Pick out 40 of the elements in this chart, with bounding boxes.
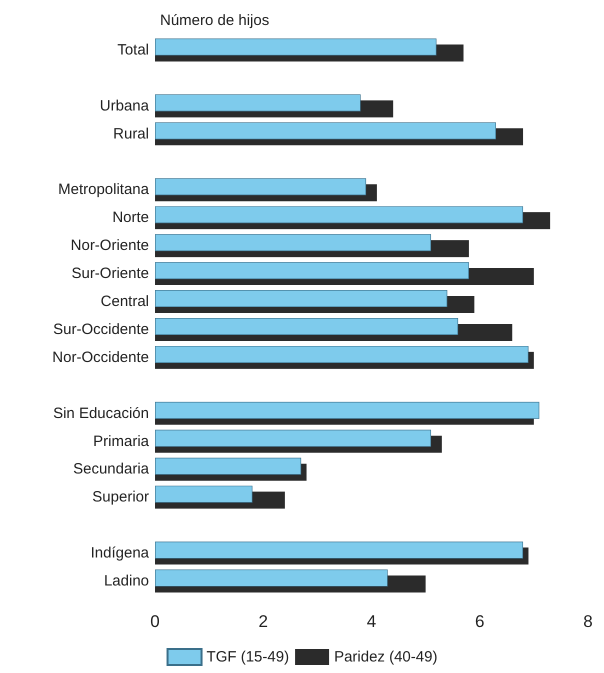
bar	[155, 570, 388, 587]
y-tick-label: Nor-Oriente	[70, 237, 149, 254]
y-tick-label: Sur-Oriente	[71, 265, 149, 282]
legend-label: TGF (15-49)	[206, 648, 290, 666]
y-tick-label: Total	[117, 41, 149, 58]
y-tick-label: Sur-Occidente	[53, 320, 149, 338]
bar	[155, 318, 458, 335]
x-tick-label: 4	[366, 612, 376, 631]
y-tick-label: Nor-Occidente	[52, 348, 149, 366]
chart-title: Número de hijos	[160, 12, 270, 29]
bar	[155, 458, 302, 475]
bar	[155, 290, 448, 308]
y-tick-label: Central	[100, 293, 149, 310]
bar	[155, 122, 496, 140]
bar	[155, 402, 540, 419]
y-tick-label: Metropolitana	[58, 181, 150, 198]
bar	[155, 94, 361, 112]
bar	[155, 234, 432, 252]
bar	[155, 430, 432, 447]
bar	[155, 178, 366, 196]
x-tick-label: 0	[150, 612, 160, 631]
y-tick-label: Ladino	[104, 572, 149, 590]
y-tick-label: Superior	[92, 488, 149, 506]
bar	[155, 346, 528, 363]
legend-label: Paridez (40-49)	[334, 648, 438, 666]
y-tick-label: Urbana	[100, 97, 150, 114]
bar	[155, 38, 436, 56]
y-tick-label: Sin Educación	[53, 404, 149, 422]
y-tick-label: Secundaria	[73, 460, 150, 478]
y-tick-label: Indígena	[90, 544, 150, 562]
bar	[155, 262, 469, 280]
x-tick-label: 6	[475, 612, 484, 631]
x-tick-label: 2	[258, 612, 268, 631]
y-tick-label: Primaria	[93, 432, 150, 450]
y-tick-label: Norte	[112, 209, 149, 226]
bar	[155, 206, 524, 224]
y-tick-label: Rural	[113, 125, 149, 142]
bar	[155, 486, 252, 503]
x-tick-label: 8	[583, 612, 593, 631]
bar	[155, 542, 524, 559]
